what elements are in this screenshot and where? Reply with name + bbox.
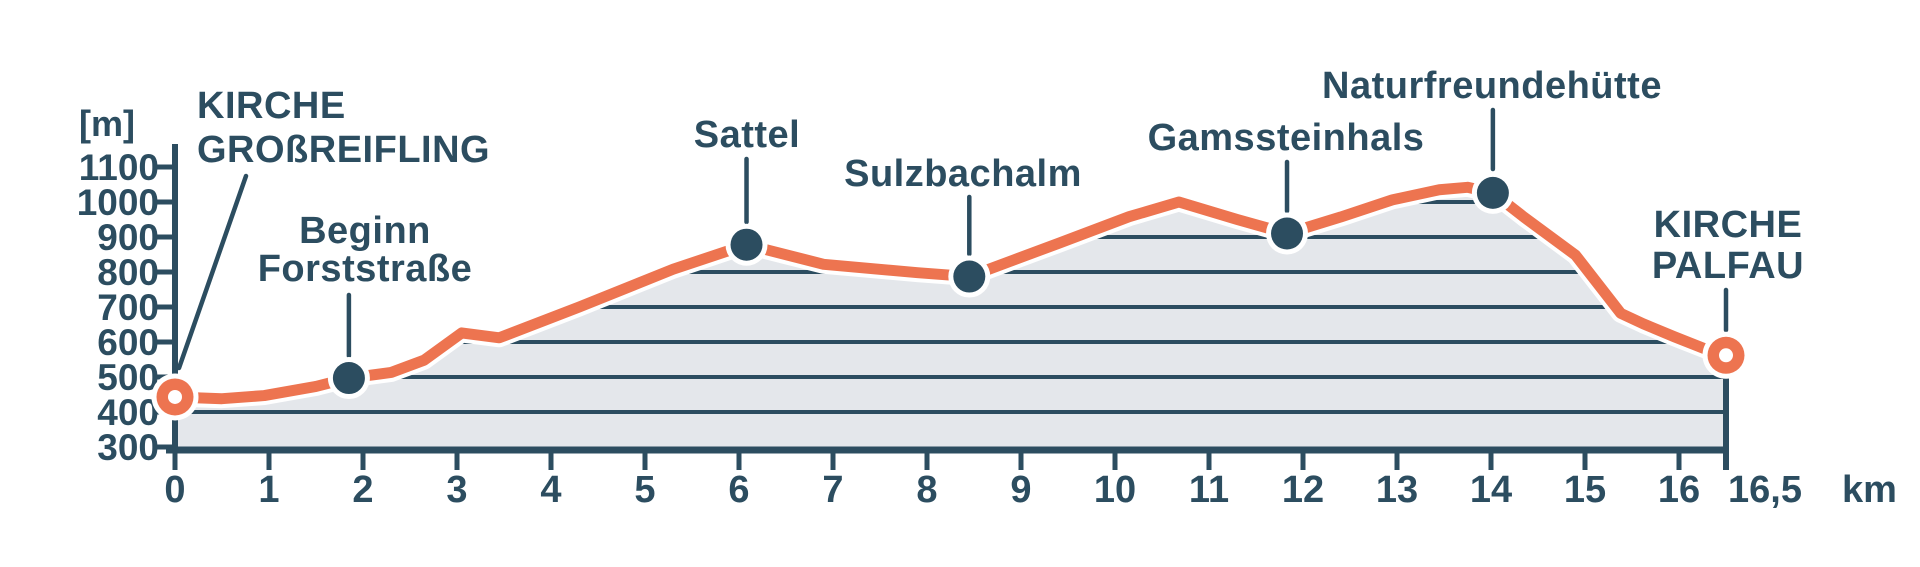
waypoint-label-gamssteinhals: Gamssteinhals xyxy=(1148,117,1425,159)
waypoint-dot-naturfreundehuette xyxy=(1476,176,1509,209)
x-tick-label-10: 10 xyxy=(1094,469,1136,511)
waypoint-label-kirche-palfau-line1: KIRCHE xyxy=(1654,204,1803,246)
waypoint-label-sulzbachalm: Sulzbachalm xyxy=(844,153,1082,195)
x-tick-label-4: 4 xyxy=(540,469,561,511)
waypoint-label-kirche-grossreifling-line2: GROßREIFLING xyxy=(197,129,490,171)
y-tick-label-600: 600 xyxy=(97,322,159,363)
waypoint-label-beginn-forststrasse-line2: Forststraße xyxy=(258,248,473,290)
elevation-area xyxy=(175,187,1726,451)
x-tick-label-14: 14 xyxy=(1470,469,1512,511)
route-line xyxy=(169,181,1732,405)
waypoint-ring-hole-kirche-palfau xyxy=(1719,348,1733,363)
y-tick-label-1100: 1100 xyxy=(79,147,159,188)
x-tick-label-11: 11 xyxy=(1189,469,1229,511)
x-tick-label-1: 1 xyxy=(258,469,279,511)
waypoint-ring-hole-kirche-grossreifling xyxy=(168,389,182,404)
x-tick-label-5: 5 xyxy=(634,469,655,511)
x-tick-label-16: 16 xyxy=(1658,469,1700,511)
waypoint-label-beginn-forststrasse-line1: Beginn xyxy=(299,210,431,252)
waypoint-label-naturfreundehuette: Naturfreundehütte xyxy=(1322,65,1662,107)
waypoint-label-kirche-grossreifling-line1: KIRCHE xyxy=(197,85,346,127)
waypoint-label-kirche-palfau-line2: PALFAU xyxy=(1652,245,1804,287)
x-tick-label-15: 15 xyxy=(1564,469,1606,511)
y-tick-label-400: 400 xyxy=(97,392,159,433)
y-tick-label-500: 500 xyxy=(97,357,159,398)
x-tick-label-12: 12 xyxy=(1282,469,1324,511)
waypoint-dot-beginn-forststrasse xyxy=(332,362,365,395)
waypoint-dot-gamssteinhals xyxy=(1271,217,1304,250)
y-tick-label-1000: 1000 xyxy=(77,182,159,223)
x-tick-label-9: 9 xyxy=(1010,469,1031,511)
x-tick-label-0: 0 xyxy=(164,469,185,511)
x-tick-label-7: 7 xyxy=(822,469,843,511)
x-tick-label-6: 6 xyxy=(728,469,749,511)
leader-line-kirche-grossreifling xyxy=(176,173,249,371)
x-tick-label-2: 2 xyxy=(352,469,373,511)
y-tick-label-700: 700 xyxy=(97,287,159,328)
waypoint-dot-sulzbachalm xyxy=(953,260,986,293)
y-tick-label-300: 300 xyxy=(97,427,159,468)
x-tick-label-13: 13 xyxy=(1376,469,1418,511)
waypoint-label-sattel: Sattel xyxy=(694,114,800,156)
waypoint-dot-sattel xyxy=(730,228,763,261)
y-tick-label-900: 900 xyxy=(97,217,159,258)
x-axis-unit-label: km xyxy=(1842,469,1897,511)
y-tick-label-800: 800 xyxy=(97,252,159,293)
x-tick-label-8: 8 xyxy=(916,469,937,511)
x-tick-label-end: 16,5 xyxy=(1728,469,1802,511)
x-tick-label-3: 3 xyxy=(446,469,467,511)
y-axis-unit-label: [m] xyxy=(79,103,135,144)
